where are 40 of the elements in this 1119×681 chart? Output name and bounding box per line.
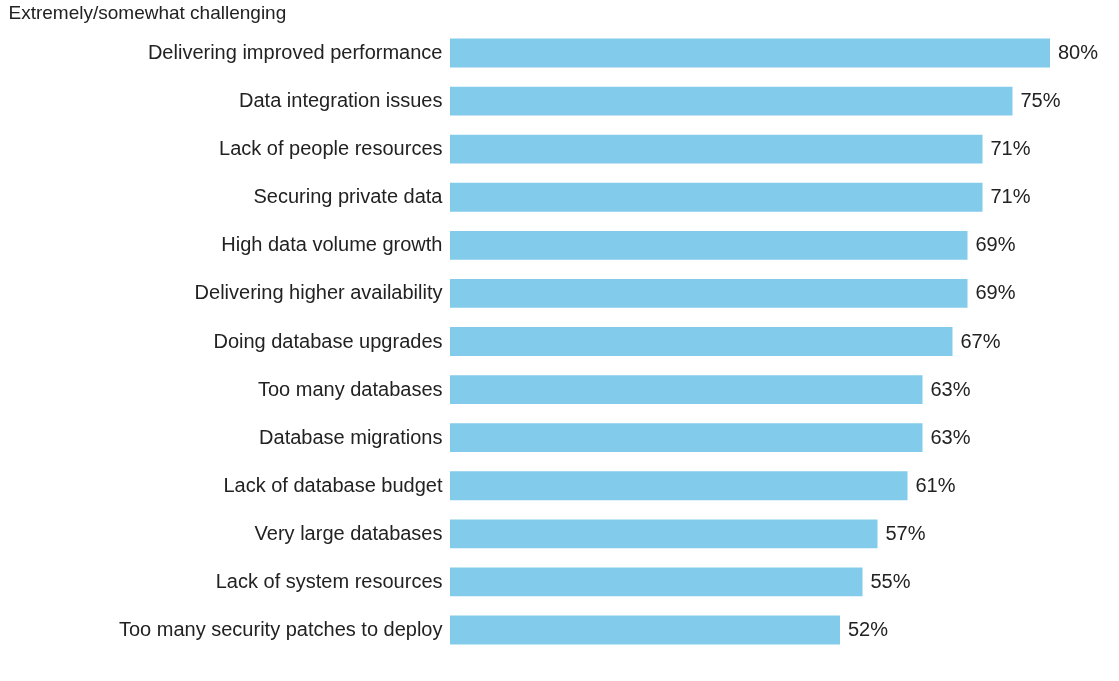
y-tick-label: Too many security patches to deploy bbox=[118, 617, 443, 640]
y-tick-label: Lack of people resources bbox=[219, 137, 443, 160]
bar bbox=[450, 38, 1050, 68]
bar bbox=[450, 182, 983, 212]
y-tick-label: Lack of system resources bbox=[215, 569, 443, 592]
data-label: 71% bbox=[990, 137, 1031, 160]
data-label: 52% bbox=[848, 617, 889, 640]
y-tick-label: Doing database upgrades bbox=[213, 329, 443, 352]
bar bbox=[450, 86, 1013, 116]
bar bbox=[450, 375, 923, 404]
text: Extremely/somewhat challenging bbox=[8, 2, 287, 23]
y-tick-label: Too many databases bbox=[257, 377, 443, 400]
data-label: 71% bbox=[990, 185, 1031, 208]
data-label: 55% bbox=[870, 569, 911, 592]
data-label: 67% bbox=[960, 329, 1001, 352]
bar bbox=[450, 327, 953, 356]
y-tick-label: Very large databases bbox=[254, 521, 443, 544]
data-label: 61% bbox=[915, 473, 956, 496]
bar bbox=[450, 615, 840, 645]
y-tick-label: Delivering higher availability bbox=[194, 281, 443, 304]
y-tick-label: Lack of database budget bbox=[223, 473, 443, 496]
bar bbox=[450, 471, 908, 501]
bar bbox=[450, 230, 968, 260]
bar bbox=[450, 567, 863, 597]
y-tick-label: Database migrations bbox=[259, 425, 443, 448]
data-label: 63% bbox=[930, 377, 971, 400]
bar bbox=[450, 279, 968, 308]
data-label: 57% bbox=[885, 521, 926, 544]
data-label: 69% bbox=[975, 281, 1016, 304]
y-tick-label: High data volume growth bbox=[221, 233, 443, 256]
bar bbox=[450, 519, 878, 549]
bar bbox=[450, 423, 923, 453]
data-label: 75% bbox=[1020, 89, 1061, 112]
data-label: 80% bbox=[1058, 41, 1099, 64]
y-tick-label: Delivering improved performance bbox=[147, 41, 443, 64]
data-label: 63% bbox=[930, 425, 971, 448]
y-tick-label: Securing private data bbox=[253, 185, 444, 208]
bar bbox=[450, 134, 983, 164]
data-label: 69% bbox=[975, 233, 1016, 256]
y-tick-label: Data integration issues bbox=[239, 89, 443, 112]
